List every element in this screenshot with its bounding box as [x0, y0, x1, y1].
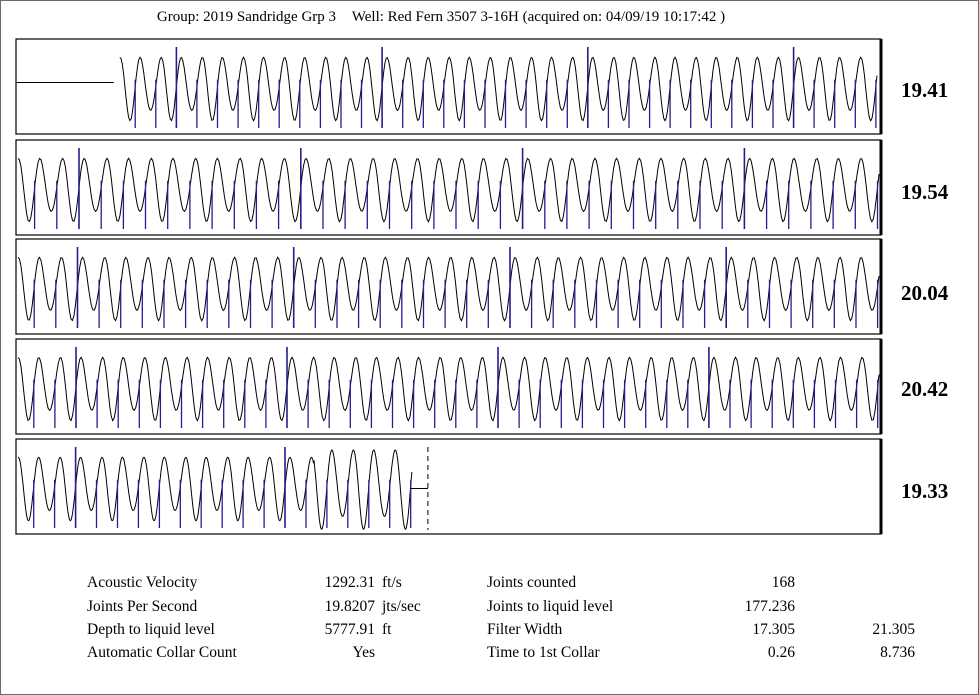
- trace-5-signal: [17, 449, 413, 530]
- acoustic-velocity-value: 1292.31: [324, 574, 375, 591]
- depth-to-liquid-value: 5777.91: [324, 621, 375, 638]
- time-to-first-collar-extra: 8.736: [880, 644, 915, 661]
- depth-to-liquid-unit: ft: [382, 621, 392, 638]
- trace-3-signal: [17, 256, 880, 322]
- acoustic-traces-chart: [15, 38, 883, 535]
- trace-3-value: 20.04: [901, 281, 949, 305]
- auto-collar-count-label: Automatic Collar Count: [87, 644, 237, 661]
- joints-counted-label: Joints counted: [487, 574, 577, 591]
- trace-4-value: 20.42: [901, 377, 949, 401]
- trace-4-signal: [17, 356, 880, 422]
- joints-counted-value: 168: [771, 574, 795, 591]
- joints-to-liquid-label: Joints to liquid level: [487, 598, 614, 615]
- well-info: Well: Red Fern 3507 3-16H (acquired on: …: [351, 9, 726, 25]
- depth-to-liquid-label: Depth to liquid level: [87, 621, 215, 638]
- trace-2-signal: [17, 157, 880, 223]
- acoustic-velocity-unit: ft/s: [382, 574, 402, 591]
- report-header: Group: 2019 Sandridge Grp 3 Well: Red Fe…: [1, 9, 881, 26]
- trace-2-value: 19.54: [901, 180, 949, 204]
- trace-5-frame: [15, 438, 882, 535]
- acoustic-velocity-label: Acoustic Velocity: [87, 574, 198, 591]
- filter-width-extra: 21.305: [872, 621, 915, 638]
- trace-1-value: 19.41: [901, 78, 949, 102]
- filter-width-label: Filter Width: [487, 621, 563, 638]
- trace-3-frame: [15, 238, 882, 335]
- trace-5-value: 19.33: [901, 479, 949, 503]
- auto-collar-count-value: Yes: [352, 644, 375, 661]
- joints-to-liquid-value: 177.236: [744, 598, 795, 615]
- trace-1-signal: [119, 56, 878, 122]
- time-to-first-collar-value: 0.26: [767, 644, 795, 661]
- joints-per-second-label: Joints Per Second: [87, 598, 198, 615]
- joints-per-second-value: 19.8207: [324, 598, 375, 615]
- group-name: Group: 2019 Sandridge Grp 3: [156, 9, 337, 25]
- filter-width-value: 17.305: [752, 621, 795, 638]
- time-to-first-collar-label: Time to 1st Collar: [487, 644, 600, 661]
- joints-per-second-unit: jts/sec: [382, 598, 421, 615]
